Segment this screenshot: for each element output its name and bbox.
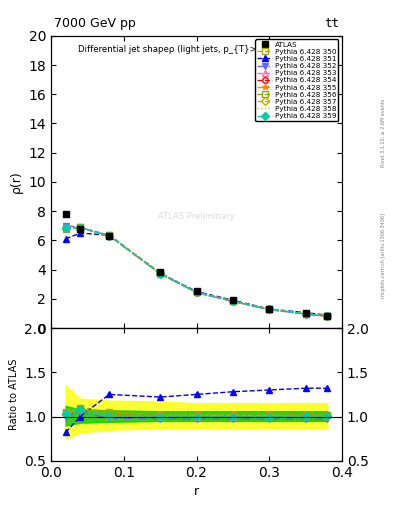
- Text: ATLAS Preliminary: ATLAS Preliminary: [158, 212, 235, 222]
- Legend: ATLAS, Pythia 6.428 350, Pythia 6.428 351, Pythia 6.428 352, Pythia 6.428 353, P: ATLAS, Pythia 6.428 350, Pythia 6.428 35…: [255, 39, 338, 121]
- Y-axis label: ρ(r): ρ(r): [10, 170, 23, 194]
- X-axis label: r: r: [194, 485, 199, 498]
- Text: tt: tt: [324, 17, 339, 30]
- Text: mcplots.cern.ch [arXiv:1306.3436]: mcplots.cern.ch [arXiv:1306.3436]: [381, 214, 386, 298]
- Text: Differential jet shapeρ (light jets, p_{T}>30, |η| < 2.5): Differential jet shapeρ (light jets, p_{…: [79, 45, 314, 54]
- Y-axis label: Ratio to ATLAS: Ratio to ATLAS: [9, 359, 19, 430]
- Text: 7000 GeV pp: 7000 GeV pp: [54, 17, 136, 30]
- Text: Rivet 3.1.10, ≥ 2.6M events: Rivet 3.1.10, ≥ 2.6M events: [381, 99, 386, 167]
